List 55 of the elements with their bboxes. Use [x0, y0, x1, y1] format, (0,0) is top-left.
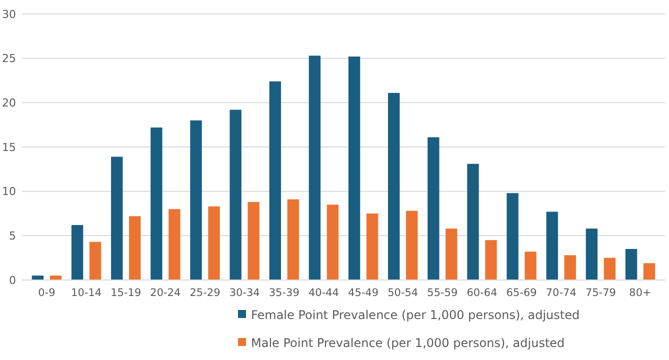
x-tick-label: 60-64	[466, 287, 498, 299]
bar	[71, 225, 84, 280]
y-tick-label: 10	[2, 185, 16, 198]
bar	[326, 204, 339, 280]
x-tick-label: 45-49	[348, 287, 379, 299]
x-tick-label: 55-59	[427, 287, 458, 299]
bar	[111, 156, 123, 280]
x-tick-label: 70-74	[546, 287, 577, 299]
bar	[366, 214, 378, 280]
y-tick-label: 20	[2, 96, 16, 110]
bar	[190, 120, 202, 280]
bar	[604, 258, 616, 280]
x-tick-label: 65-69	[506, 287, 537, 299]
y-tick-label: 30	[2, 8, 16, 21]
legend-label: Male Point Prevalence (per 1,000 persons), adjusted	[251, 336, 565, 350]
x-tick-label: 50-54	[388, 287, 418, 299]
bar	[129, 216, 141, 280]
bar	[150, 127, 162, 280]
bar	[643, 263, 656, 280]
x-tick-label: 35-39	[268, 287, 300, 299]
y-tick-label: 15	[2, 140, 16, 154]
legend-label: Female Point Prevalence (per 1,000 persons), adjusted	[251, 308, 580, 322]
y-tick-label: 25	[2, 52, 16, 66]
x-tick-label: 30-34	[229, 287, 260, 299]
bar	[467, 164, 479, 280]
bar	[524, 252, 536, 280]
bar	[564, 255, 576, 280]
x-tick-label: 75-79	[585, 287, 616, 299]
x-tick-label: 0-9	[38, 287, 56, 299]
bar	[388, 92, 400, 280]
bar	[230, 110, 242, 280]
bar	[348, 56, 360, 280]
bar	[428, 137, 440, 280]
x-tick-label: 20-24	[150, 287, 182, 299]
y-tick-label: 0	[9, 274, 16, 287]
bar	[269, 81, 281, 280]
bar	[586, 228, 598, 280]
bar	[248, 202, 260, 280]
y-tick-label: 5	[9, 230, 16, 243]
bar	[625, 248, 638, 280]
x-tick-label: 80+	[629, 287, 652, 299]
bar	[308, 56, 321, 280]
x-tick-label: 40-44	[308, 287, 340, 299]
bar	[208, 206, 220, 280]
bar	[485, 240, 497, 280]
x-tick-label: 15-19	[110, 287, 142, 299]
bar	[546, 212, 558, 280]
x-tick-label: 25-29	[190, 287, 220, 299]
bar	[89, 242, 102, 280]
bar	[446, 228, 458, 280]
bar	[506, 193, 518, 280]
bar	[287, 199, 299, 280]
x-tick-label: 10-14	[71, 287, 102, 299]
bar	[168, 209, 180, 280]
bar	[406, 210, 418, 280]
